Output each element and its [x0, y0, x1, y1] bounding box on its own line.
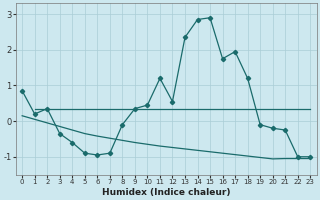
X-axis label: Humidex (Indice chaleur): Humidex (Indice chaleur)	[102, 188, 230, 197]
